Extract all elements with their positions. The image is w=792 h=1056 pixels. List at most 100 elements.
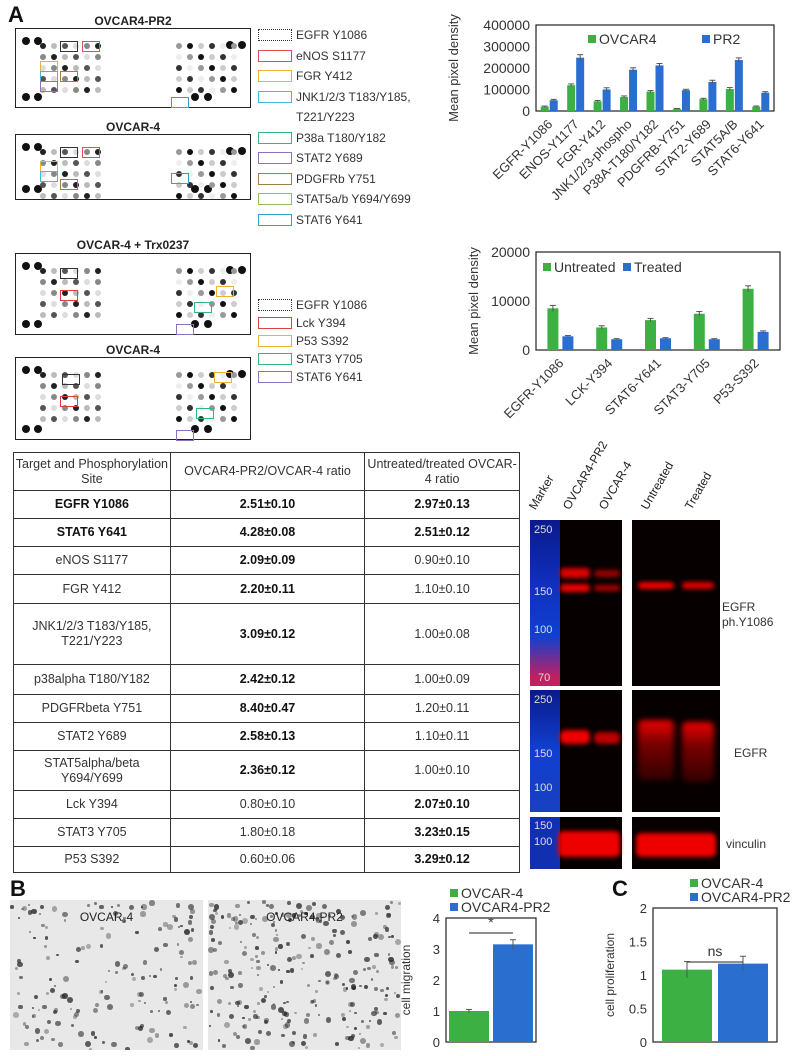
cell-dot <box>264 994 267 998</box>
blot-panel-vinculin: 150 100 <box>530 817 622 869</box>
cell-dot <box>255 959 260 964</box>
cell-dot <box>273 985 276 988</box>
cell-dot <box>345 940 350 945</box>
bar <box>681 90 690 111</box>
cell-dot <box>72 1014 77 1019</box>
cell-dot <box>20 907 24 911</box>
array-spot <box>73 301 79 307</box>
micrograph-label: OVCAR4-PR2 <box>266 910 343 924</box>
ratio-cell: 1.00±0.10 <box>364 750 520 791</box>
cell-dot <box>141 976 146 981</box>
cell-dot <box>70 1024 74 1028</box>
array-spot <box>220 312 226 318</box>
cell-dot <box>233 924 240 930</box>
cell-dot <box>190 1004 196 1010</box>
cell-dot <box>10 905 14 909</box>
array-spot <box>198 301 204 307</box>
array-spot <box>95 383 101 389</box>
cell-dot <box>382 924 387 929</box>
cell-dot <box>157 1009 161 1012</box>
blot-panel-egfr-treatment <box>632 690 720 812</box>
ratio-cell: 2.58±0.13 <box>169 722 366 751</box>
cell-dot <box>351 914 358 920</box>
cell-dot <box>37 1008 40 1011</box>
cell-dot <box>167 924 173 930</box>
cell-dot <box>315 990 319 994</box>
target-cell: STAT2 Y689 <box>13 722 171 751</box>
cell-dot <box>341 982 346 987</box>
array-spot <box>84 394 90 400</box>
cell-dot <box>53 985 57 988</box>
cell-dot <box>149 1027 155 1034</box>
cell-dot <box>259 987 264 992</box>
array-spot <box>40 312 46 318</box>
y-tick-label: 0 <box>522 103 530 119</box>
array-spot <box>198 160 204 166</box>
cell-dot <box>61 993 68 999</box>
cell-dot <box>137 1026 143 1032</box>
cell-dot <box>312 999 317 1004</box>
cell-dot <box>21 906 28 912</box>
band <box>560 730 590 744</box>
cell-dot <box>166 1009 172 1015</box>
cell-dot <box>311 1000 315 1004</box>
cell-dot <box>67 996 73 1003</box>
cell-dot <box>44 936 49 940</box>
array-spot <box>226 147 234 155</box>
cell-dot <box>298 913 302 917</box>
cell-dot <box>278 944 283 949</box>
blot-label: EGFR <box>722 600 756 614</box>
cell-dot <box>254 1039 260 1045</box>
lane-label: Treated <box>681 469 715 512</box>
array-spot <box>62 149 68 155</box>
cell-dot <box>190 928 194 932</box>
cell-dot <box>291 913 297 918</box>
cell-dot <box>164 1000 168 1004</box>
cell-dot <box>309 914 315 920</box>
array-spot <box>62 405 68 411</box>
array-spot <box>220 193 226 199</box>
array-spot <box>176 405 182 411</box>
array-spot <box>198 372 204 378</box>
array-spot <box>231 76 237 82</box>
cell-dot <box>143 1001 147 1005</box>
bar <box>672 108 681 111</box>
cell-dot <box>272 1003 275 1006</box>
cell-dot <box>274 929 278 932</box>
array-spot <box>231 394 237 400</box>
array-spot <box>62 65 68 71</box>
cell-dot <box>309 1000 314 1005</box>
blot-label: ph.Y1086 <box>722 615 774 629</box>
array-spot <box>238 147 246 155</box>
cell-dot <box>394 939 401 946</box>
array-spot <box>187 301 193 307</box>
cell-dot <box>275 947 279 951</box>
cell-dot <box>395 965 398 969</box>
array-spot <box>209 301 215 307</box>
array-spot <box>191 320 199 328</box>
array-spot <box>40 65 46 71</box>
bar <box>620 97 629 111</box>
bar <box>660 338 671 350</box>
cell-dot <box>213 908 217 913</box>
ratio-cell: 2.09±0.09 <box>169 546 366 575</box>
cell-dot <box>266 991 269 994</box>
array-spot <box>198 268 204 274</box>
array-spot <box>220 405 226 411</box>
array-spot <box>40 372 46 378</box>
cell-dot <box>44 926 49 930</box>
cell-dot <box>58 1042 63 1048</box>
legend-label: PDGFRb Y751 <box>296 171 376 186</box>
bar <box>593 101 602 111</box>
legend-swatch <box>258 70 292 82</box>
y-tick-label: 0.5 <box>629 1002 647 1017</box>
array-spot <box>198 383 204 389</box>
cell-dot <box>238 919 244 925</box>
array-spot <box>51 193 57 199</box>
array-spot <box>209 87 215 93</box>
cell-dot <box>242 1024 246 1028</box>
array-spot <box>95 87 101 93</box>
band <box>594 570 620 577</box>
cell-dot <box>18 917 21 920</box>
cell-dot <box>305 1013 311 1018</box>
